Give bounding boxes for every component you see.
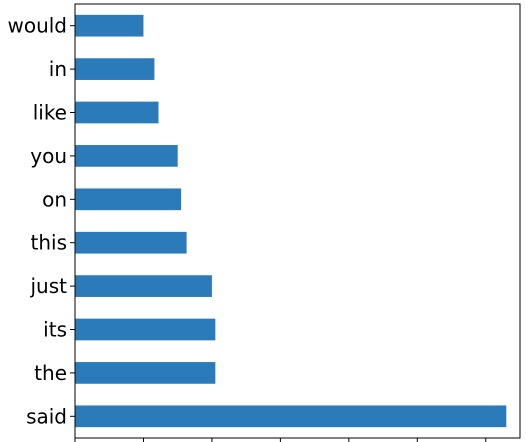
bar-its [75, 318, 216, 341]
y-tick-label: said [26, 404, 67, 428]
bar-this [75, 231, 187, 254]
ticks-layer [70, 25, 487, 442]
y-tick-label: would [7, 14, 67, 38]
y-tick-label: you [30, 144, 67, 168]
y-tick-label: the [34, 361, 67, 385]
bar-you [75, 145, 178, 167]
axes-layer [74, 3, 521, 439]
bar-on [75, 188, 182, 211]
y-tick-label: in [49, 57, 67, 81]
y-tick-label: its [43, 318, 67, 342]
y-tick-label: this [31, 231, 68, 255]
bar-like [75, 101, 159, 124]
bar-in [75, 58, 155, 80]
y-tick-label: just [30, 274, 68, 298]
bars-layer [75, 14, 507, 428]
bar-would [75, 14, 144, 37]
category-labels: said the its just this on you like in would [7, 14, 67, 429]
y-tick-label: like [33, 101, 67, 125]
bar-just [75, 275, 212, 297]
plot-frame [74, 3, 521, 439]
bar-said [75, 405, 507, 428]
bar-the [75, 362, 216, 384]
y-tick-label: on [42, 187, 67, 211]
